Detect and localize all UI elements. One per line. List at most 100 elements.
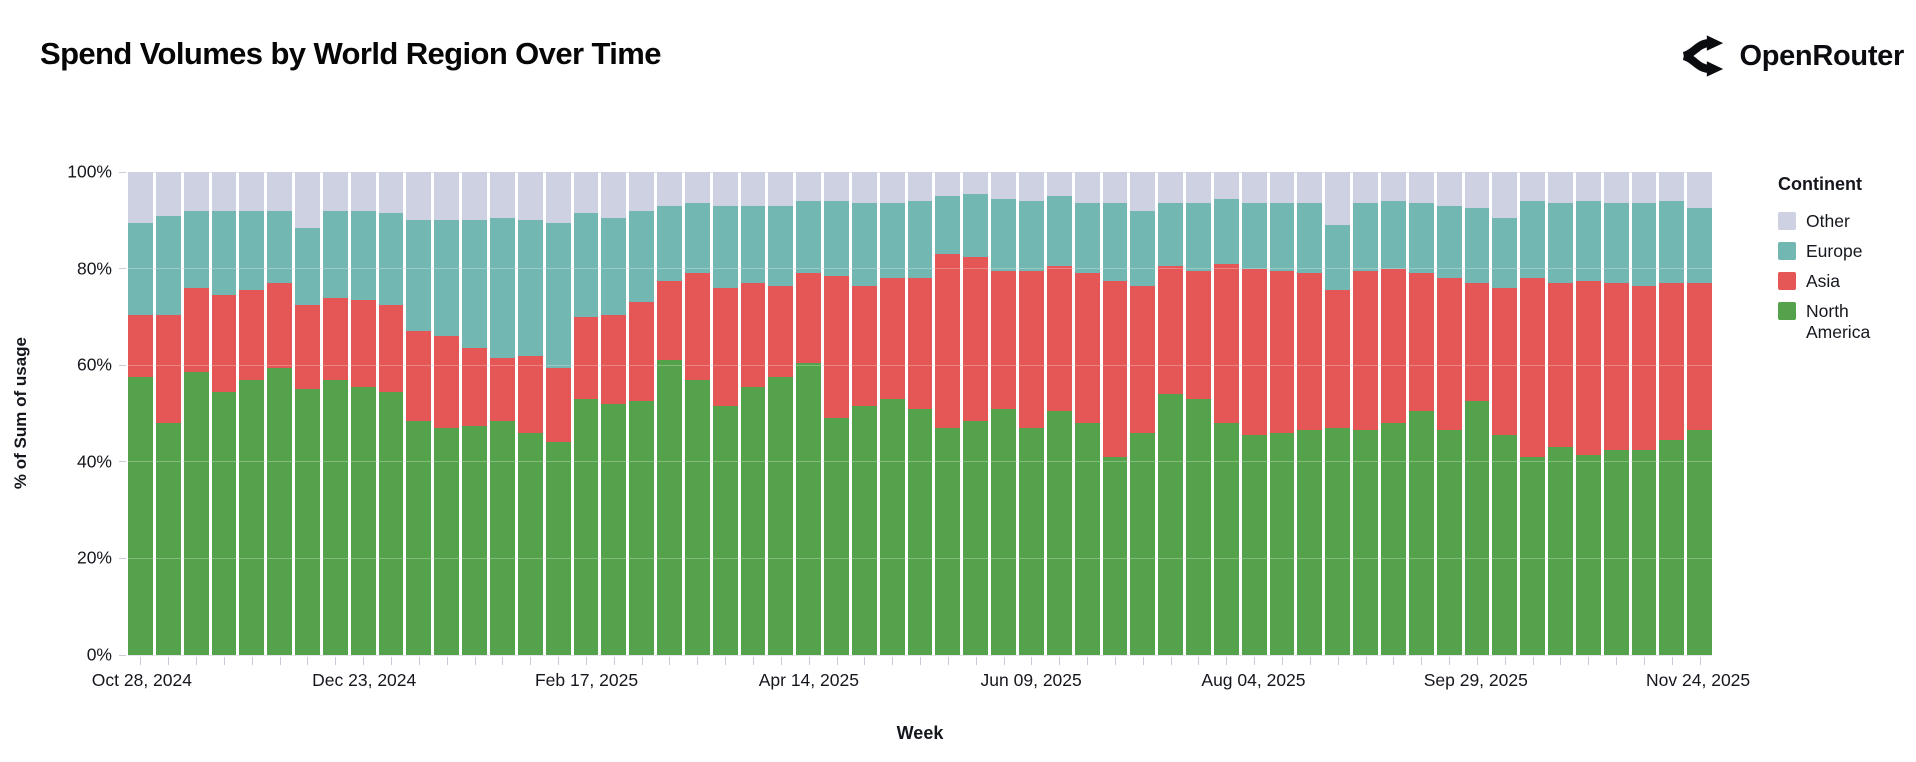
bar-week-dec-09-2024[interactable] xyxy=(295,172,320,655)
segment-europe[interactable] xyxy=(1046,196,1072,267)
segment-north-america[interactable] xyxy=(350,386,376,655)
segment-other[interactable] xyxy=(1102,172,1128,204)
bar-week-feb-03-2025[interactable] xyxy=(517,172,543,655)
segment-north-america[interactable] xyxy=(657,360,682,655)
bar-week-nov-24-2025[interactable] xyxy=(1687,172,1713,655)
bar-week-jul-14-2025[interactable] xyxy=(1158,172,1184,655)
segment-north-america[interactable] xyxy=(1464,401,1490,655)
segment-asia[interactable] xyxy=(1520,278,1546,457)
bar-week-feb-17-2025[interactable] xyxy=(573,172,599,655)
segment-north-america[interactable] xyxy=(1102,456,1128,655)
segment-north-america[interactable] xyxy=(1213,423,1239,655)
segment-north-america[interactable] xyxy=(1130,432,1156,655)
bar-week-jun-23-2025[interactable] xyxy=(1074,172,1100,655)
segment-other[interactable] xyxy=(629,172,655,211)
bar-week-nov-25-2024[interactable] xyxy=(239,172,265,655)
bar-week-feb-24-2025[interactable] xyxy=(601,172,627,655)
segment-europe[interactable] xyxy=(1213,198,1239,264)
segment-europe[interactable] xyxy=(1520,201,1546,279)
segment-other[interactable] xyxy=(183,172,209,211)
segment-other[interactable] xyxy=(1269,172,1295,204)
segment-north-america[interactable] xyxy=(489,420,515,655)
segment-north-america[interactable] xyxy=(1548,447,1573,655)
segment-asia[interactable] xyxy=(1130,285,1156,433)
bar-week-sep-29-2025[interactable] xyxy=(1464,172,1490,655)
segment-north-america[interactable] xyxy=(1186,399,1211,655)
segment-europe[interactable] xyxy=(1019,201,1044,272)
segment-europe[interactable] xyxy=(1436,205,1462,279)
segment-europe[interactable] xyxy=(1186,203,1211,272)
segment-north-america[interactable] xyxy=(1492,435,1518,655)
segment-asia[interactable] xyxy=(406,331,432,421)
segment-asia[interactable] xyxy=(1325,290,1351,428)
segment-europe[interactable] xyxy=(545,222,571,368)
segment-other[interactable] xyxy=(462,172,487,221)
segment-other[interactable] xyxy=(991,172,1016,199)
segment-other[interactable] xyxy=(1297,172,1323,204)
bar-week-jan-13-2025[interactable] xyxy=(434,172,460,655)
bar-week-jul-21-2025[interactable] xyxy=(1186,172,1211,655)
segment-europe[interactable] xyxy=(1241,203,1267,269)
segment-north-america[interactable] xyxy=(1241,435,1267,655)
segment-asia[interactable] xyxy=(684,273,710,380)
segment-north-america[interactable] xyxy=(1019,428,1044,655)
segment-asia[interactable] xyxy=(462,348,487,426)
segment-asia[interactable] xyxy=(434,336,460,428)
segment-other[interactable] xyxy=(1687,172,1713,209)
segment-europe[interactable] xyxy=(211,210,237,296)
segment-asia[interactable] xyxy=(350,300,376,387)
segment-europe[interactable] xyxy=(935,196,961,255)
segment-europe[interactable] xyxy=(183,210,209,288)
segment-other[interactable] xyxy=(1074,172,1100,204)
segment-asia[interactable] xyxy=(1380,268,1406,424)
bar-week-may-19-2025[interactable] xyxy=(935,172,961,655)
segment-north-america[interactable] xyxy=(991,408,1016,655)
segment-europe[interactable] xyxy=(1548,203,1573,284)
segment-europe[interactable] xyxy=(1464,208,1490,284)
segment-north-america[interactable] xyxy=(517,432,543,655)
bar-week-jan-06-2025[interactable] xyxy=(406,172,432,655)
segment-asia[interactable] xyxy=(1102,280,1128,457)
segment-other[interactable] xyxy=(907,172,933,201)
bar-week-dec-23-2024[interactable] xyxy=(350,172,376,655)
segment-asia[interactable] xyxy=(1659,283,1685,441)
bar-week-sep-01-2025[interactable] xyxy=(1353,172,1378,655)
segment-north-america[interactable] xyxy=(740,386,766,655)
segment-europe[interactable] xyxy=(434,220,460,337)
segment-other[interactable] xyxy=(1213,172,1239,199)
segment-other[interactable] xyxy=(489,172,515,218)
segment-other[interactable] xyxy=(1408,172,1434,204)
segment-north-america[interactable] xyxy=(768,377,794,655)
segment-asia[interactable] xyxy=(768,285,794,378)
segment-asia[interactable] xyxy=(1297,273,1323,431)
segment-europe[interactable] xyxy=(1353,203,1378,272)
bar-week-may-12-2025[interactable] xyxy=(907,172,933,655)
segment-asia[interactable] xyxy=(824,275,849,419)
legend-item-other[interactable]: Other xyxy=(1778,211,1910,231)
segment-europe[interactable] xyxy=(239,210,265,291)
segment-asia[interactable] xyxy=(1019,271,1044,428)
segment-europe[interactable] xyxy=(1603,203,1629,284)
bar-week-mar-31-2025[interactable] xyxy=(740,172,766,655)
segment-asia[interactable] xyxy=(1269,271,1295,433)
segment-other[interactable] xyxy=(684,172,710,204)
segment-asia[interactable] xyxy=(1353,271,1378,431)
segment-other[interactable] xyxy=(1130,172,1156,211)
segment-north-america[interactable] xyxy=(712,406,738,655)
segment-europe[interactable] xyxy=(824,201,849,276)
bar-week-feb-10-2025[interactable] xyxy=(545,172,571,655)
segment-other[interactable] xyxy=(239,172,265,211)
segment-asia[interactable] xyxy=(629,302,655,402)
segment-asia[interactable] xyxy=(1575,280,1601,455)
segment-europe[interactable] xyxy=(768,205,794,286)
bar-week-sep-15-2025[interactable] xyxy=(1408,172,1434,655)
segment-other[interactable] xyxy=(879,172,905,204)
segment-asia[interactable] xyxy=(267,283,293,368)
segment-europe[interactable] xyxy=(712,205,738,288)
segment-europe[interactable] xyxy=(684,203,710,274)
segment-asia[interactable] xyxy=(851,285,877,407)
segment-north-america[interactable] xyxy=(1297,430,1323,655)
segment-other[interactable] xyxy=(434,172,460,221)
segment-other[interactable] xyxy=(1659,172,1685,201)
segment-asia[interactable] xyxy=(1603,283,1629,450)
